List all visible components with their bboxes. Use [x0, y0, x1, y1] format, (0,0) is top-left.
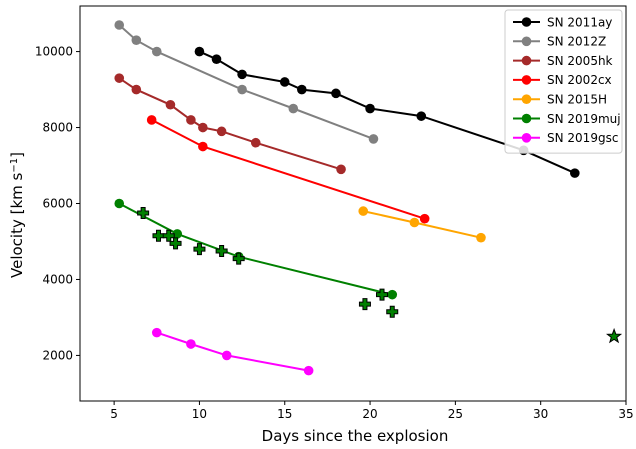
data-point — [194, 46, 205, 57]
x-tick-label: 20 — [362, 407, 377, 421]
data-point — [297, 84, 307, 95]
y-tick-label: 10000 — [35, 45, 73, 59]
legend-label: SN 2015H — [547, 93, 607, 107]
data-point — [151, 46, 162, 57]
data-point — [114, 73, 125, 83]
data-point — [151, 327, 162, 338]
legend-swatch-marker — [521, 94, 532, 104]
data-point — [416, 111, 427, 121]
data-point — [387, 289, 398, 300]
y-tick-label: 8000 — [42, 121, 73, 135]
x-tick-label: 25 — [448, 407, 463, 421]
y-axis-label: Velocity [km s−1] — [8, 152, 26, 278]
x-tick-label: 35 — [618, 407, 633, 421]
legend-label: SN 2005hk — [547, 54, 613, 68]
data-point — [476, 232, 486, 243]
legend-swatch-marker — [521, 113, 532, 124]
star-marker — [606, 327, 623, 344]
y-tick-label: 6000 — [42, 197, 73, 211]
data-point — [146, 115, 157, 125]
data-point — [358, 206, 369, 216]
x-axis-label: Days since the explosion — [262, 427, 449, 445]
data-point — [131, 84, 142, 95]
data-point — [336, 164, 346, 175]
data-point — [186, 115, 196, 125]
data-point — [419, 213, 430, 224]
data-point — [570, 168, 580, 178]
data-point — [303, 365, 314, 376]
data-point — [198, 141, 208, 152]
legend-swatch-marker — [521, 17, 532, 27]
x-tick-label: 30 — [533, 407, 548, 421]
y-axis-label-main: Velocity [km s — [8, 172, 26, 278]
data-point — [279, 77, 290, 87]
series-line-3 — [151, 119, 426, 220]
plus-marker — [232, 252, 245, 265]
data-point — [409, 217, 420, 228]
data-point — [186, 339, 196, 349]
legend-swatch-marker — [521, 55, 532, 66]
x-tick-label: 5 — [110, 407, 118, 421]
series-line-0 — [198, 50, 576, 175]
x-tick-label: 10 — [192, 407, 207, 421]
y-axis-label-close: ] — [8, 152, 26, 158]
plus-marker — [193, 243, 206, 256]
data-point — [288, 103, 299, 114]
legend-label: SN 2002cx — [547, 73, 612, 87]
plus-marker — [376, 288, 389, 301]
legend-frame — [504, 9, 623, 154]
y-tick-label: 2000 — [42, 348, 73, 362]
data-point — [114, 20, 125, 30]
data-point — [237, 69, 247, 80]
y-tick-label: 4000 — [42, 272, 73, 286]
series-line-2 — [118, 77, 342, 171]
series-line-6 — [156, 331, 309, 372]
series-line-5 — [118, 202, 393, 296]
data-point — [165, 99, 176, 110]
plus-marker — [137, 206, 150, 219]
data-point — [198, 122, 208, 133]
legend-swatch-marker — [521, 36, 532, 47]
data-point — [237, 84, 247, 95]
plus-marker — [152, 229, 165, 242]
plus-marker — [169, 237, 182, 250]
y-axis-label-exponent: −1 — [9, 158, 20, 173]
legend-swatch-marker — [521, 133, 532, 143]
plot-area: 5 10 15 20 25 30 35 2000 4000 6000 8000 10000 — [35, 5, 634, 421]
svg-text:Velocity [km s−1]: Velocity [km s−1] — [8, 152, 26, 278]
data-point — [211, 54, 222, 64]
legend: SN 2011ay SN 2012Z SN 2005hk SN 2002cx SN 20… — [504, 9, 623, 154]
legend-swatch-marker — [521, 75, 532, 85]
data-point — [172, 229, 183, 239]
plus-marker — [358, 298, 371, 311]
plus-marker — [215, 244, 228, 257]
legend-label: SN 2019muj — [547, 112, 621, 126]
data-point — [331, 88, 341, 99]
data-point — [114, 198, 125, 209]
plus-marker — [386, 305, 399, 318]
data-point — [131, 35, 142, 45]
legend-label: SN 2019gsc — [547, 131, 618, 145]
data-point — [368, 134, 379, 144]
data-point — [365, 103, 375, 114]
legend-label: SN 2012Z — [547, 35, 606, 49]
x-tick-label: 15 — [277, 407, 292, 421]
data-point — [250, 137, 261, 148]
legend-label: SN 2011ay — [547, 15, 612, 29]
data-point — [216, 126, 227, 137]
data-point — [221, 350, 232, 361]
